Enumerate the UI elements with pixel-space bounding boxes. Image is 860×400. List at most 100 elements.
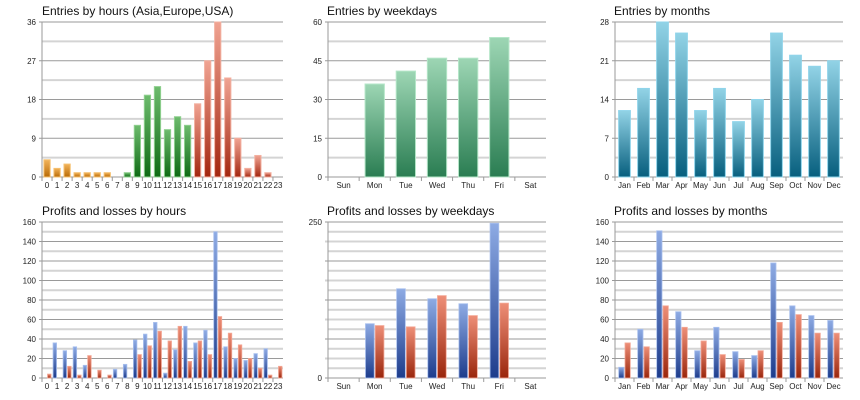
x-tick-label: 18 [223, 181, 232, 190]
loss-bar-21 [257, 367, 263, 379]
chart-entries-by-hours: Entries by hours (Asia,Europe,USA)091827… [27, 4, 283, 190]
profit-bar-8 [122, 363, 128, 379]
loss-bar-Oct [795, 314, 802, 379]
x-tick-label: Apr [675, 382, 688, 391]
bar-10 [143, 94, 152, 178]
loss-bar-Jul [738, 359, 745, 379]
bar-May [694, 110, 707, 178]
loss-bar-15 [197, 340, 203, 379]
chart-profits-losses-by-months: Profits and losses by months 0 20 40 60 80 100… [596, 204, 843, 391]
y-tick-label: 80 [600, 296, 609, 305]
profit-bar-15 [193, 342, 198, 379]
x-tick-label: 11 [153, 181, 162, 190]
x-tick-label: Thu [461, 382, 475, 391]
bar-21 [254, 154, 262, 178]
x-tick-label: Jul [733, 382, 743, 391]
loss-bar-6 [107, 374, 112, 379]
profit-bar-Oct [789, 305, 796, 379]
y-tick-label: 30 [313, 96, 322, 105]
y-tick-label: 7 [605, 134, 610, 143]
bar-Tue [395, 70, 417, 178]
profit-bar-7 [112, 368, 118, 379]
loss-bar-Mon [374, 325, 385, 379]
loss-bar-23 [278, 365, 283, 379]
y-tick-label: 40 [27, 335, 36, 344]
bar-Mar [656, 21, 669, 178]
x-tick-label: Jun [713, 382, 726, 391]
x-tick-label: 12 [163, 181, 172, 190]
y-tick-label: 250 [309, 218, 323, 227]
x-tick-label: 16 [203, 382, 212, 391]
profit-bar-14 [183, 325, 188, 379]
y-tick-label: 0 [605, 374, 610, 383]
chart-title: Entries by weekdays [327, 4, 437, 18]
profit-bar-Feb [637, 328, 644, 379]
y-tick-label: 15 [313, 134, 322, 143]
y-tick-label: 18 [27, 96, 36, 105]
x-tick-label: 8 [125, 382, 130, 391]
loss-bar-May [700, 340, 707, 379]
x-tick-label: May [693, 181, 708, 190]
x-tick-label: Sun [336, 382, 350, 391]
profit-bar-17 [213, 231, 218, 379]
x-tick-label: Aug [750, 181, 764, 190]
x-tick-label: 13 [173, 181, 182, 190]
x-tick-label: 0 [45, 382, 50, 391]
x-tick-label: 22 [263, 181, 272, 190]
profit-bar-2 [62, 350, 68, 379]
x-tick-label: Sep [769, 382, 784, 391]
x-tick-label: 3 [75, 382, 80, 391]
y-tick-label: 60 [600, 316, 609, 325]
chart-title: Profits and losses by weekdays [327, 204, 494, 218]
chart-profits-losses-by-weekdays: Profits and losses by weekdays 0 250 Sun Mon… [309, 204, 546, 391]
y-tick-label: 100 [23, 277, 37, 286]
x-tick-label: Aug [750, 382, 764, 391]
profit-bar-3 [72, 346, 78, 379]
loss-bar-4 [87, 355, 92, 379]
loss-bar-14 [187, 361, 193, 379]
chart-profits-losses-by-hours: Profits and losses by hours0204060801001… [23, 204, 283, 391]
profit-bar-16 [203, 329, 208, 379]
loss-bar-16 [207, 354, 213, 379]
profit-bar-4 [82, 364, 88, 379]
x-tick-label: Jan [618, 181, 631, 190]
x-tick-label: 18 [223, 382, 232, 391]
profit-bar-20 [243, 360, 248, 379]
x-tick-label: May [693, 382, 708, 391]
profit-bar-Mar [656, 230, 663, 379]
y-tick-label: 14 [600, 96, 609, 105]
loss-bar-9 [137, 354, 142, 379]
bar-12 [163, 129, 172, 178]
bar-Wed [426, 57, 448, 178]
x-tick-label: Jul [733, 181, 743, 190]
bar-Fri [489, 37, 510, 178]
x-tick-label: Tue [399, 181, 413, 190]
x-tick-label: 9 [135, 181, 140, 190]
x-tick-label: Apr [675, 181, 688, 190]
bar-19 [234, 137, 242, 178]
x-tick-label: 9 [135, 382, 140, 391]
bar-Apr [675, 32, 688, 178]
loss-bar-22 [268, 374, 273, 379]
x-tick-label: 1 [55, 181, 60, 190]
x-tick-label: Oct [789, 382, 802, 391]
x-tick-label: Mar [656, 181, 670, 190]
y-tick-label: 21 [600, 57, 609, 66]
bar-Sep [770, 32, 783, 178]
chart-title: Entries by hours (Asia,Europe,USA) [42, 4, 233, 18]
y-tick-label: 0 [32, 374, 37, 383]
loss-bar-2 [67, 365, 72, 379]
y-tick-label: 36 [27, 18, 36, 27]
bar-11 [153, 86, 162, 178]
x-tick-label: Feb [637, 181, 651, 190]
x-tick-label: 20 [243, 181, 252, 190]
x-tick-label: 8 [125, 181, 130, 190]
profit-bar-Tue [396, 288, 406, 379]
x-tick-label: 7 [115, 382, 120, 391]
profit-bar-Sep [770, 262, 777, 379]
profit-bar-Jan [618, 366, 625, 379]
bar-Thu [457, 57, 479, 178]
x-tick-label: Nov [807, 382, 821, 391]
loss-bar-5 [97, 369, 102, 379]
bar-Jun [713, 87, 726, 178]
